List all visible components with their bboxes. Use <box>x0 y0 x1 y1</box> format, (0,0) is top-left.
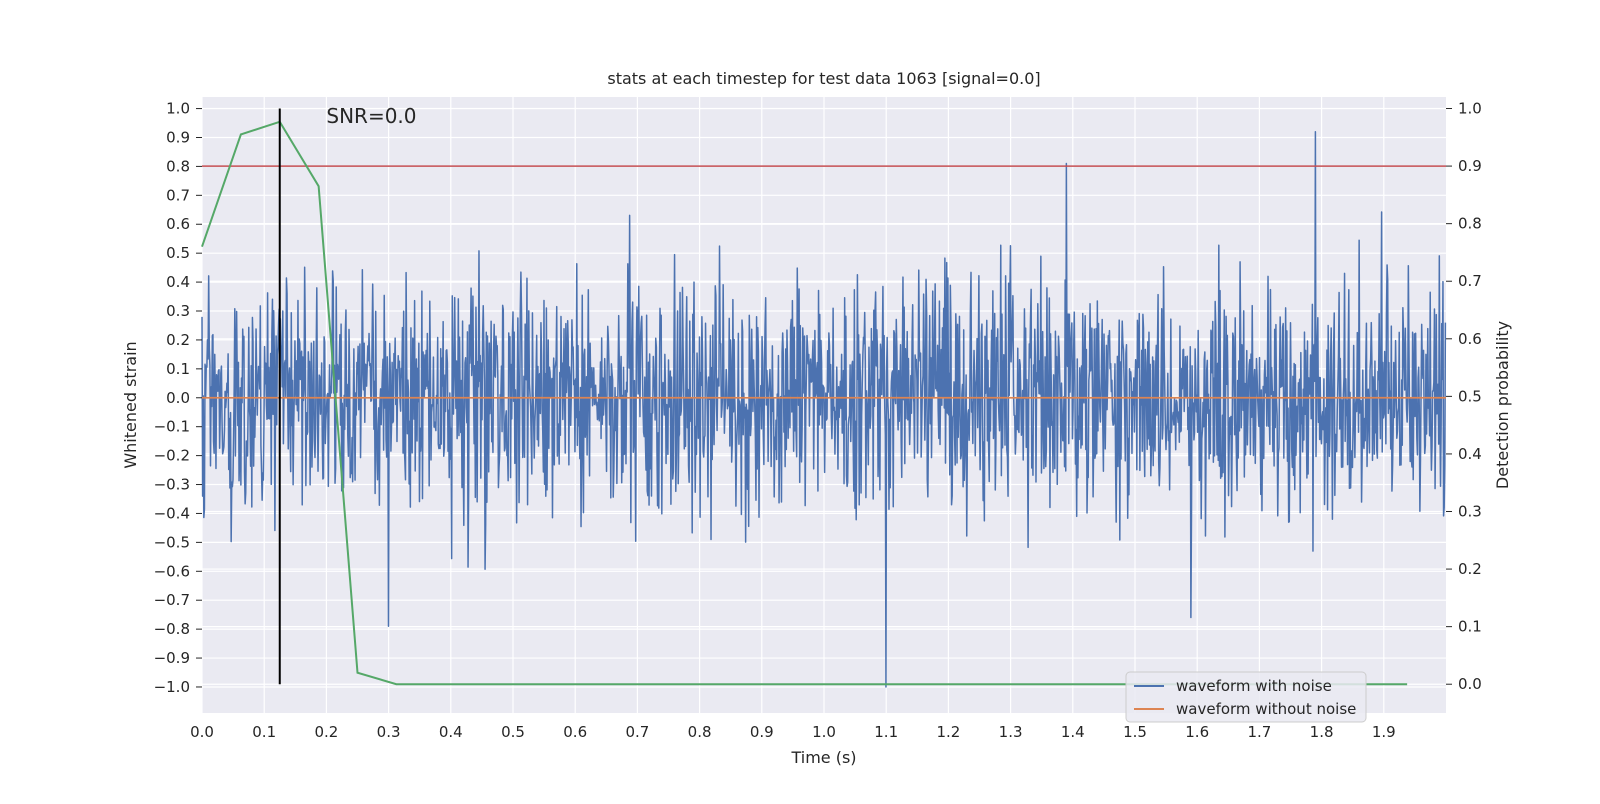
x-tick-label: 0.4 <box>439 723 463 741</box>
x-tick-label: 0.1 <box>252 723 276 741</box>
x-tick-label: 1.3 <box>999 723 1023 741</box>
y-right-tick-label: 0.6 <box>1458 330 1482 348</box>
x-tick-label: 1.9 <box>1372 723 1396 741</box>
x-tick-label: 0.3 <box>377 723 401 741</box>
y-left-tick-label: 1.0 <box>166 100 190 118</box>
y-right-tick-label: 0.8 <box>1458 215 1482 233</box>
y-left-tick-label: 0.4 <box>166 273 190 291</box>
x-tick-label: 1.5 <box>1123 723 1147 741</box>
y-left-axis-ticks: 1.0 0.9 0.8 0.7 0.6 0.5 0.4 0.3 0.2 0.1 0.0 −0.1 −0.… <box>154 100 202 696</box>
y-right-axis-label: Detection probability <box>1493 321 1512 489</box>
x-axis-label: Time (s) <box>790 748 856 767</box>
y-left-tick-label: 0.6 <box>166 215 190 233</box>
y-left-axis-label: Whitened strain <box>121 341 140 468</box>
y-left-tick-label: −0.5 <box>154 533 190 551</box>
y-left-tick-label: −0.4 <box>154 504 190 522</box>
y-right-tick-label: 0.9 <box>1458 157 1482 175</box>
y-left-tick-label: 0.9 <box>166 128 190 146</box>
y-right-tick-label: 0.2 <box>1458 560 1482 578</box>
y-left-tick-label: −0.9 <box>154 649 190 667</box>
legend-label-clean: waveform without noise <box>1176 700 1356 718</box>
legend-label-noise: waveform with noise <box>1176 677 1332 695</box>
y-left-tick-label: −0.3 <box>154 476 190 494</box>
y-left-tick-label: 0.5 <box>166 244 190 262</box>
x-tick-label: 1.4 <box>1061 723 1085 741</box>
chart-title: stats at each timestep for test data 106… <box>607 69 1040 88</box>
x-tick-label: 1.2 <box>936 723 960 741</box>
y-left-tick-label: −0.7 <box>154 591 190 609</box>
x-tick-label: 0.7 <box>625 723 649 741</box>
x-tick-label: 0.8 <box>688 723 712 741</box>
series-line-waveform-with-noise <box>201 130 1447 688</box>
y-left-tick-label: 0.7 <box>166 186 190 204</box>
snr-annotation: SNR=0.0 <box>326 104 416 128</box>
y-right-axis-ticks: 1.0 0.9 0.8 0.7 0.6 0.5 0.4 0.3 0.2 0.1 0.0 <box>1446 100 1482 693</box>
x-tick-label: 0.0 <box>190 723 214 741</box>
x-tick-label: 1.7 <box>1247 723 1271 741</box>
y-left-tick-label: −0.2 <box>154 447 190 465</box>
y-right-tick-label: 0.5 <box>1458 387 1482 405</box>
x-tick-label: 1.0 <box>812 723 836 741</box>
x-tick-label: 0.9 <box>750 723 774 741</box>
legend: waveform with noise waveform without noi… <box>1125 671 1367 723</box>
y-right-tick-label: 0.1 <box>1458 618 1482 636</box>
y-right-tick-label: 1.0 <box>1458 100 1482 118</box>
y-right-tick-label: 0.0 <box>1458 675 1482 693</box>
y-left-tick-label: 0.3 <box>166 302 190 320</box>
x-tick-label: 1.6 <box>1185 723 1209 741</box>
y-left-tick-label: 0.2 <box>166 331 190 349</box>
y-left-tick-label: −0.8 <box>154 620 190 638</box>
legend-box <box>1125 671 1367 723</box>
y-right-tick-label: 0.3 <box>1458 503 1482 521</box>
y-left-tick-label: −0.6 <box>154 562 190 580</box>
y-left-tick-label: −0.1 <box>154 418 190 436</box>
y-left-tick-label: −1.0 <box>154 678 190 696</box>
y-left-tick-label: 0.0 <box>166 389 190 407</box>
x-axis-ticks: 0.0 0.1 0.2 0.3 0.4 0.5 0.6 0.7 0.8 0.9 1.0 1.1 1.2 1… <box>190 723 1396 741</box>
y-right-tick-label: 0.7 <box>1458 272 1482 290</box>
x-tick-label: 0.2 <box>314 723 338 741</box>
y-right-tick-label: 0.4 <box>1458 445 1482 463</box>
x-tick-label: 1.1 <box>874 723 898 741</box>
y-left-tick-label: 0.8 <box>166 157 190 175</box>
x-tick-label: 1.8 <box>1310 723 1334 741</box>
x-tick-label: 0.5 <box>501 723 525 741</box>
y-left-tick-label: 0.1 <box>166 360 190 378</box>
x-tick-label: 0.6 <box>563 723 587 741</box>
